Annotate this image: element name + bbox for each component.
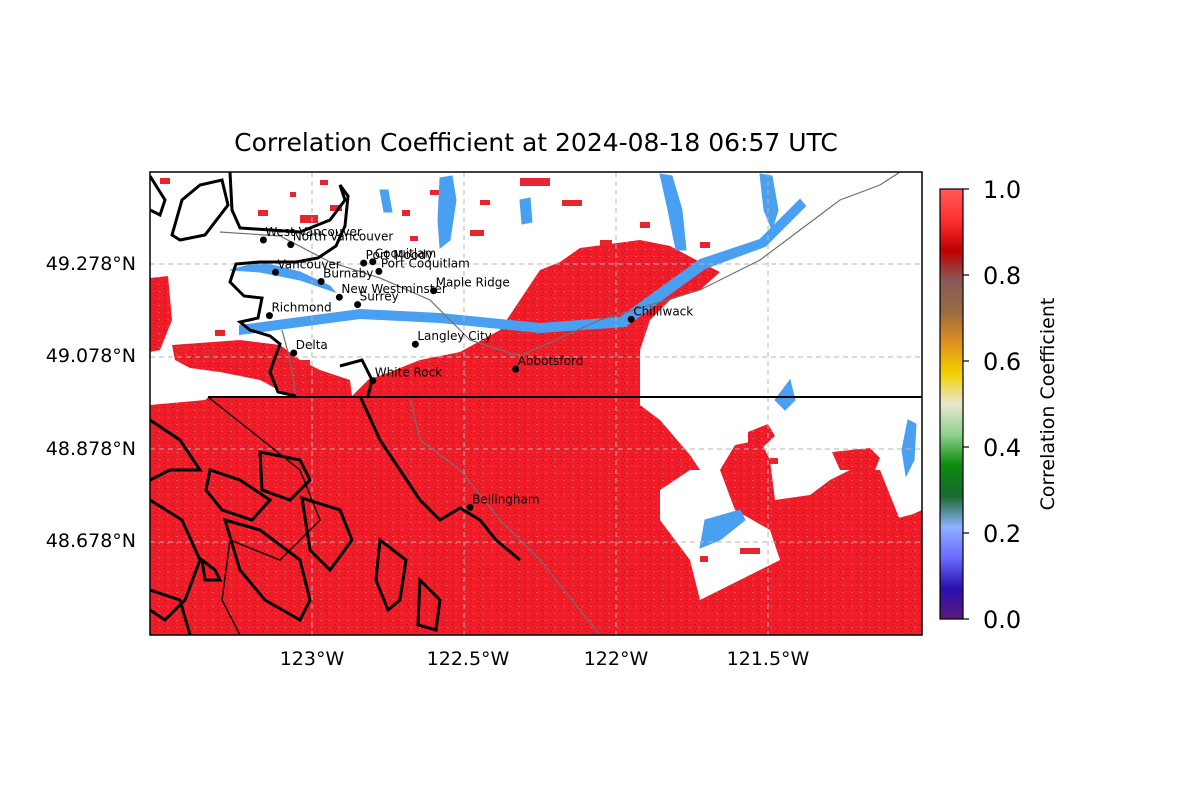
city-label: Vancouver: [278, 257, 341, 271]
city-label: West Vancouver: [265, 225, 362, 239]
city-marker: [354, 301, 362, 309]
city-marker: [375, 267, 383, 275]
coastline: [150, 172, 521, 635]
border-water-segment: [207, 396, 321, 635]
city-label: North Vancouver: [293, 230, 394, 244]
city-marker: [290, 349, 298, 357]
city-label: Surrey: [360, 290, 399, 304]
city-label: Langley City: [417, 329, 491, 343]
colorbar-tick-label: 0.4: [983, 434, 1022, 462]
city-marker: [411, 340, 419, 348]
city-label: Abbotsford: [518, 354, 584, 368]
city-label: Bellingham: [472, 492, 539, 506]
admin-boundaries: [219, 172, 901, 635]
city-label: Richmond: [271, 301, 331, 315]
city-marker: [272, 268, 280, 276]
city-marker: [466, 503, 474, 511]
city-label: Port Moody: [366, 248, 433, 262]
city-marker: [430, 287, 438, 295]
city-marker: [287, 241, 295, 249]
map-title: Correlation Coefficient at 2024-08-18 06…: [234, 128, 838, 157]
lon-tick-label: 122.5°W: [426, 648, 510, 670]
lat-tick-label: 48.678°N: [45, 530, 136, 552]
city-label: Delta: [296, 338, 328, 352]
city-marker: [627, 315, 635, 323]
lat-tick-label: 48.878°N: [45, 438, 136, 460]
gridlines: [150, 172, 922, 635]
city-marker: [369, 258, 377, 266]
city-label: Maple Ridge: [436, 276, 510, 290]
lat-tick-label: 49.278°N: [45, 253, 136, 275]
scattered-echoes: [160, 178, 834, 562]
water-bodies: [229, 173, 917, 549]
lon-tick-label: 121.5°W: [726, 648, 810, 670]
city-label: Chilliwack: [633, 304, 693, 318]
city-label: Burnaby: [323, 267, 373, 281]
colorbar-tick-label: 0.8: [983, 262, 1022, 290]
city-marker: [512, 365, 520, 373]
city-marker: [360, 259, 368, 267]
city-marker: [259, 236, 267, 244]
city-label: New Westminster: [341, 282, 446, 296]
city-label: White Rock: [375, 366, 442, 380]
city-marker: [265, 312, 273, 320]
colorbar: [939, 188, 969, 620]
city-marker: [335, 293, 343, 301]
colorbar-tick-label: 0.2: [983, 520, 1022, 548]
city-label: Port Coquitlam: [381, 256, 470, 270]
colorbar-tick-label: 0.6: [983, 348, 1022, 376]
city-label: Coquitlam: [375, 247, 436, 261]
lon-tick-label: 123°W: [279, 648, 345, 670]
colorbar-tick-label: 0.0: [983, 606, 1022, 634]
lat-tick-label: 49.078°N: [45, 345, 136, 367]
city-marker: [369, 377, 377, 385]
colorbar-tick-label: 1.0: [983, 176, 1022, 204]
colorbar-label: Correlation Coefficient: [1037, 297, 1059, 511]
city-marker: [317, 278, 325, 286]
lon-tick-label: 122°W: [583, 648, 649, 670]
